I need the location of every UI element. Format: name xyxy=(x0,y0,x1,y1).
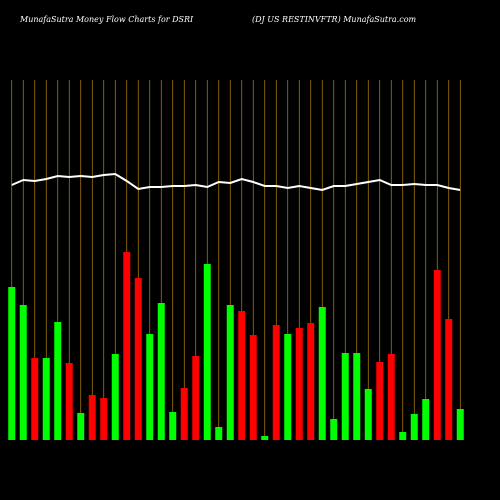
bar xyxy=(54,322,62,440)
bar xyxy=(284,334,292,440)
bar xyxy=(42,358,50,440)
bar xyxy=(31,358,39,440)
bar xyxy=(330,419,338,440)
chart-subtitle: (DJ US RESTINVFTR) MunafaSutra.com xyxy=(252,15,417,24)
bar xyxy=(77,413,85,440)
bar xyxy=(8,287,16,440)
bar xyxy=(88,395,96,440)
bar xyxy=(376,362,384,440)
bar xyxy=(318,307,326,440)
bar xyxy=(134,278,142,440)
chart-title: MunafaSutra Money Flow Charts for DSRI xyxy=(19,15,194,24)
bar xyxy=(238,311,246,440)
bar xyxy=(341,353,349,440)
bar xyxy=(364,389,372,440)
price-line xyxy=(11,172,461,192)
bar xyxy=(157,303,165,440)
bar xyxy=(433,270,441,440)
bar xyxy=(111,354,119,440)
bar xyxy=(295,328,303,440)
bar xyxy=(180,388,188,440)
bar xyxy=(226,305,234,440)
bar xyxy=(100,398,108,440)
bar xyxy=(146,334,154,440)
bar xyxy=(422,399,430,440)
bar xyxy=(65,363,73,440)
bar xyxy=(249,335,257,440)
bar xyxy=(399,432,407,440)
bar xyxy=(19,305,27,440)
bar xyxy=(169,412,177,440)
bar xyxy=(445,319,453,440)
bar xyxy=(261,436,269,440)
bar xyxy=(192,356,200,440)
bar xyxy=(123,252,131,440)
bar xyxy=(307,323,315,440)
bar xyxy=(272,325,280,440)
bar xyxy=(215,427,223,440)
bar xyxy=(456,409,464,440)
bar xyxy=(353,353,361,440)
bar xyxy=(387,354,395,440)
bar xyxy=(203,264,211,440)
bar xyxy=(410,414,418,440)
